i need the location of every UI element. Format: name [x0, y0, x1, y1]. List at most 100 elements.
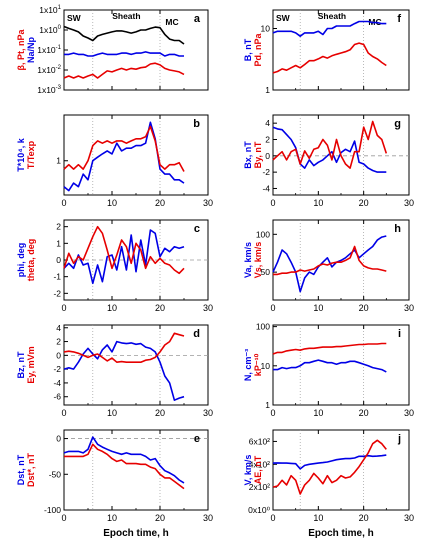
x-tick-label: 30 — [203, 408, 213, 418]
panel-frame — [272, 324, 410, 406]
panel-b: 0 10 20 30 1 T*10⁴, kT/Texp b — [16, 114, 213, 208]
x-tick-label: 30 — [404, 408, 414, 418]
y-tick-label: -1 — [53, 272, 61, 282]
panel-frame — [272, 429, 410, 511]
series-line-blue — [63, 229, 185, 285]
panel-j: 0 10 20 30 0x10⁰ 2x10² 4x10² 6x10² V, km/sAE, nT… — [243, 429, 414, 539]
panel-frame — [63, 9, 209, 91]
series-line-blue — [272, 235, 387, 293]
panel-e: 0 10 20 30 -100 -50 0 Dst, nTDst*, nT e Epoch tim… — [16, 429, 213, 539]
panel-frame — [63, 429, 209, 511]
y-axis-label-part: T*10⁴, k — [16, 137, 26, 171]
y-tick-label: 1 — [265, 85, 270, 95]
y-axis-label-part: Vs, km/s — [253, 242, 263, 279]
series-line-blue — [272, 454, 387, 470]
series-line-red — [272, 439, 387, 495]
region-label-sheath: Sheath — [112, 11, 140, 21]
series-line-blue — [272, 20, 387, 38]
series-line-blue — [64, 51, 184, 57]
x-tick-label: 10 — [107, 408, 117, 418]
x-axis-title: Epoch time, h — [308, 528, 374, 539]
y-tick-label: 0x10⁰ — [248, 505, 270, 515]
y-axis-label: T*10⁴, kT/Texp — [16, 137, 36, 171]
y-axis-label-part: Va, km/s — [243, 242, 253, 278]
y-tick-label: 100 — [256, 322, 270, 332]
panel-letter: b — [193, 118, 200, 130]
panel-letter: j — [397, 433, 401, 445]
x-tick-label: 10 — [313, 408, 323, 418]
y-tick-label: -100 — [44, 505, 61, 515]
panel-letter: a — [194, 13, 201, 25]
y-axis-label-part: β, Pt, nPa — [16, 29, 26, 71]
y-axis-label-part: V, km/s — [243, 455, 253, 486]
y-tick-label: 0 — [56, 434, 61, 444]
y-tick-label: 1x10-1 — [37, 45, 61, 55]
x-tick-label: 30 — [203, 303, 213, 313]
y-tick-label: 6x10² — [249, 436, 270, 446]
y-axis-label: Dst, nTDst*, nT — [16, 453, 36, 488]
x-tick-label: 30 — [404, 198, 414, 208]
x-tick-label: 10 — [313, 513, 323, 523]
x-tick-label: 0 — [270, 198, 275, 208]
x-tick-label: 0 — [61, 513, 66, 523]
y-axis-label: phi, degtheta, deg — [16, 239, 36, 282]
y-axis-label-part: By, nT — [253, 141, 263, 168]
y-axis-label-part: kP⁻¹⁰ — [253, 353, 263, 376]
y-axis-label: Bx, nTBy, nT — [243, 141, 263, 169]
series-line-red — [272, 42, 387, 74]
y-tick-label: 0 — [56, 255, 61, 265]
x-tick-label: 30 — [203, 198, 213, 208]
y-tick-label: 1x10-2 — [37, 65, 61, 75]
x-tick-label: 20 — [359, 303, 369, 313]
panel-letter: c — [194, 223, 200, 235]
x-tick-label: 0 — [270, 303, 275, 313]
series-line-red — [272, 342, 387, 355]
y-tick-label: -4 — [53, 378, 61, 388]
y-axis-label-part: Na/Np — [26, 37, 36, 64]
x-tick-label: 0 — [61, 303, 66, 313]
x-tick-label: 20 — [359, 198, 369, 208]
x-tick-label: 30 — [404, 513, 414, 523]
x-tick-label: 10 — [107, 303, 117, 313]
series-line-black — [63, 25, 185, 45]
y-axis-label-part: theta, deg — [26, 239, 36, 282]
series-line-blue — [63, 436, 185, 484]
x-tick-label: 20 — [359, 408, 369, 418]
y-axis-label-part: Ey, mVm — [26, 346, 36, 383]
y-tick-label: 1x100 — [39, 25, 61, 35]
x-tick-label: 0 — [61, 198, 66, 208]
series-line-red — [63, 62, 185, 79]
panel-a: 1x10-3 1x10-2 1x10-1 1x100 1x101 β, Pt, nPaNa… — [16, 5, 209, 95]
panel-c: 0 10 20 30 -2 -1 0 1 2 phi, degtheta, deg c — [16, 219, 213, 313]
x-tick-label: 10 — [107, 198, 117, 208]
y-tick-label: 4 — [56, 323, 61, 333]
series-line-blue — [63, 121, 185, 192]
y-axis-label: Va, km/sVs, km/s — [243, 242, 263, 279]
x-tick-label: 20 — [155, 303, 165, 313]
series-line-blue — [273, 359, 387, 373]
y-axis-label: V, km/sAE, nT — [243, 455, 263, 486]
y-tick-label: 2x10² — [249, 482, 270, 492]
y-axis-label: β, Pt, nPaNa/Np — [16, 29, 36, 71]
series-line-red — [64, 443, 185, 490]
x-tick-label: 30 — [404, 303, 414, 313]
x-tick-label: 10 — [313, 198, 323, 208]
y-tick-label: -6 — [53, 392, 61, 402]
y-axis-label-part: B, nT — [243, 38, 253, 61]
series-line-blue — [63, 340, 185, 402]
y-tick-label: 1x10-3 — [37, 85, 61, 95]
y-tick-label: 4 — [265, 118, 270, 128]
region-label-sw: SW — [276, 13, 291, 23]
y-tick-label: -2 — [53, 288, 61, 298]
y-tick-label: -2 — [262, 167, 270, 177]
y-axis-label-part: Dst, nT — [16, 454, 26, 485]
y-axis-label-part: Bz, nT — [16, 351, 26, 378]
y-tick-label: 4x10² — [249, 459, 270, 469]
y-axis-label-part: Pd, nPa — [253, 33, 263, 67]
y-axis-label-part: N, cm⁻³ — [243, 349, 253, 381]
panel-d: 0 10 20 30 -6 -4 -2 0 2 4 Bz, nTEy, mVm d — [16, 323, 213, 418]
panel-frame — [63, 114, 209, 196]
